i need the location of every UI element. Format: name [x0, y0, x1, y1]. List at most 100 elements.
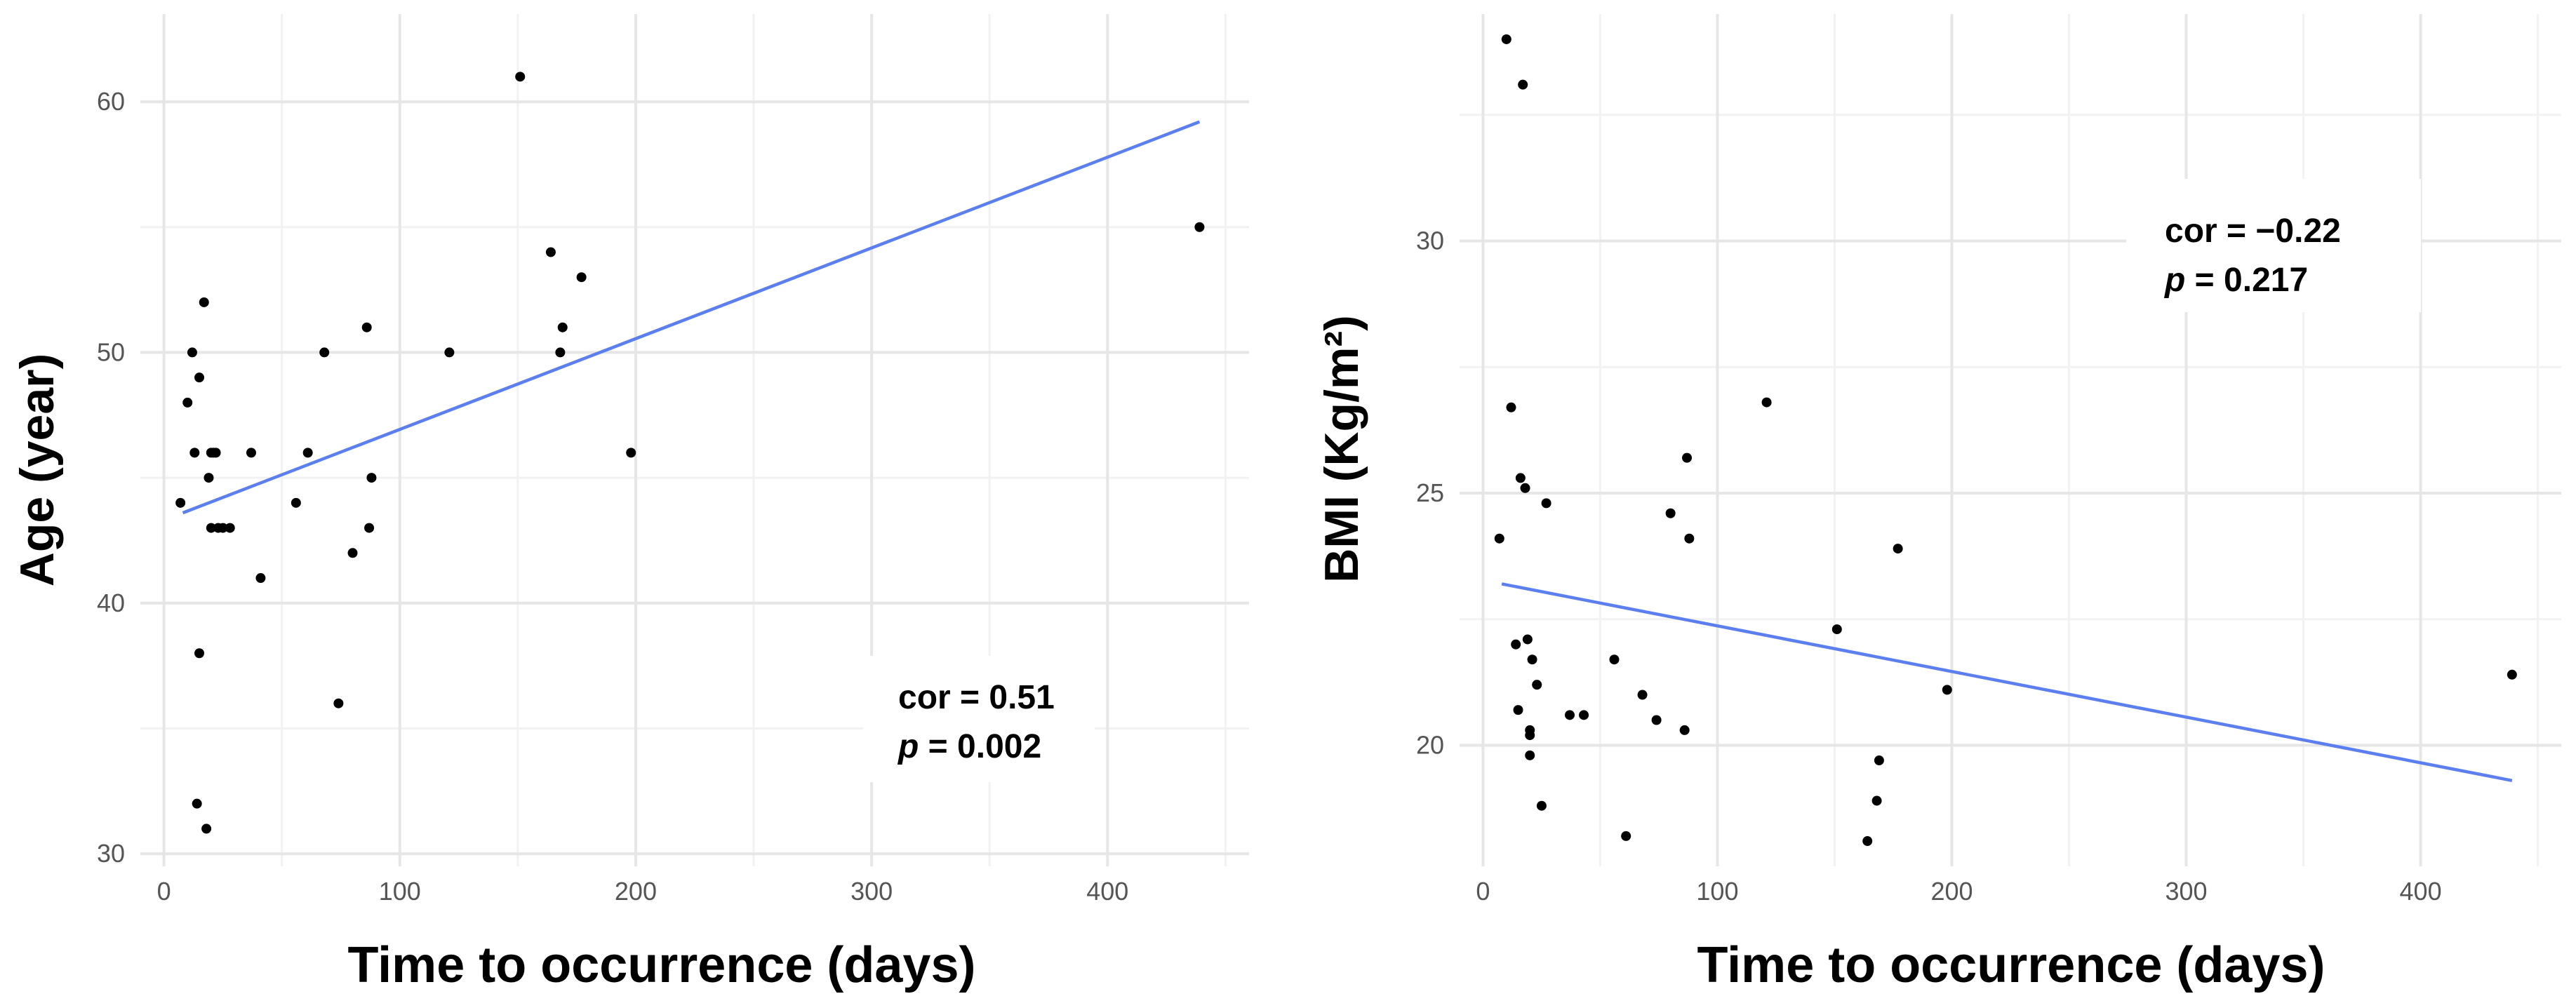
bmi-data-point — [1518, 79, 1528, 90]
bmi-data-point — [1532, 680, 1542, 690]
bmi-data-point — [1527, 654, 1537, 665]
bmi-data-point — [2507, 669, 2517, 680]
age-x-tick-label: 200 — [615, 877, 657, 906]
bmi-y-axis-label: BMI (Kg/m²) — [1315, 315, 1368, 582]
bmi-x-tick-label: 0 — [1476, 877, 1490, 906]
age-scatter-panel: 0 100 200 300 400 30 40 50 60 cor = 0.51 p = 0.0… — [11, 14, 1249, 993]
bmi-data-point — [1862, 836, 1873, 847]
age-data-point — [187, 347, 197, 358]
age-data-point — [361, 322, 372, 332]
bmi-data-point — [1513, 705, 1523, 715]
bmi-data-point — [1494, 533, 1504, 544]
age-y-tick-label: 40 — [97, 589, 125, 617]
bmi-data-point — [1684, 533, 1695, 544]
age-data-point — [255, 573, 266, 584]
bmi-data-point — [1942, 685, 1952, 695]
age-data-point — [302, 448, 313, 458]
bmi-p-value: p = 0.217 — [2163, 262, 2308, 299]
age-data-point — [175, 497, 186, 508]
age-data-point — [557, 322, 568, 332]
age-p-value: p = 0.002 — [897, 728, 1041, 765]
bmi-data-point — [1515, 473, 1526, 483]
bmi-data-point — [1506, 402, 1516, 412]
age-cor-label: cor = 0.51 — [898, 679, 1055, 716]
age-annotation-box — [863, 656, 1095, 782]
age-x-axis-label: Time to occurrence (days) — [348, 937, 976, 993]
bmi-data-point — [1682, 452, 1693, 463]
age-data-point — [211, 448, 221, 458]
age-tick-labels: 0 100 200 300 400 30 40 50 60 — [97, 87, 1128, 906]
age-data-point — [515, 72, 526, 82]
bmi-data-point — [1501, 34, 1511, 44]
age-data-point — [199, 297, 209, 307]
age-data-point — [366, 473, 377, 483]
age-data-point — [1194, 222, 1205, 232]
age-data-point — [218, 523, 228, 533]
age-data-point — [291, 497, 301, 508]
age-data-point — [626, 448, 636, 458]
age-regression-line — [182, 120, 1201, 515]
bmi-data-point — [1679, 725, 1690, 735]
bmi-x-tick-label: 400 — [2400, 877, 2442, 906]
age-data-point — [347, 548, 358, 558]
age-correlation-annotation: cor = 0.51 p = 0.002 — [863, 656, 1095, 782]
age-data-point — [444, 347, 455, 358]
age-y-axis-label: Age (year) — [11, 354, 64, 587]
bmi-data-point — [1609, 654, 1620, 665]
age-y-tick-label: 60 — [97, 87, 125, 116]
bmi-y-tick-label: 25 — [1416, 478, 1444, 507]
age-data-point — [555, 347, 566, 358]
age-x-tick-label: 300 — [850, 877, 893, 906]
bmi-data-point — [1893, 544, 1903, 554]
bmi-data-point — [1565, 710, 1575, 720]
age-gridlines — [140, 14, 1249, 866]
bmi-data-point — [1520, 483, 1530, 493]
bmi-data-point — [1541, 498, 1551, 509]
bmi-data-point — [1831, 624, 1842, 635]
age-data-point — [192, 798, 202, 809]
age-data-points — [175, 72, 1205, 834]
bmi-y-tick-label: 20 — [1416, 730, 1444, 759]
bmi-data-point — [1621, 831, 1631, 841]
bmi-data-point — [1665, 508, 1676, 518]
age-data-point — [364, 523, 375, 533]
bmi-data-point — [1761, 397, 1772, 408]
age-data-point — [203, 473, 214, 483]
age-data-point — [194, 648, 205, 659]
bmi-tick-labels: 0 100 200 300 400 20 25 30 — [1416, 227, 2442, 906]
age-data-point — [206, 523, 216, 533]
bmi-data-point — [1525, 750, 1535, 760]
bmi-data-point — [1579, 710, 1589, 720]
age-data-point — [545, 247, 556, 257]
bmi-x-axis-label: Time to occurrence (days) — [1697, 937, 2325, 993]
bmi-data-points — [1494, 34, 2517, 847]
bmi-data-point — [1536, 800, 1547, 811]
age-data-point — [225, 523, 235, 533]
bmi-data-point — [1871, 795, 1882, 806]
bmi-x-tick-label: 300 — [2165, 877, 2207, 906]
bmi-gridlines — [1460, 14, 2561, 866]
bmi-y-tick-label: 30 — [1416, 227, 1444, 255]
bmi-data-point — [1522, 634, 1533, 645]
age-data-point — [576, 272, 587, 283]
age-x-tick-label: 400 — [1086, 877, 1128, 906]
bmi-cor-label: cor = −0.22 — [2165, 213, 2341, 250]
age-y-tick-label: 30 — [97, 839, 125, 868]
bmi-data-point — [1511, 639, 1521, 650]
age-data-point — [246, 448, 256, 458]
bmi-correlation-annotation: cor = −0.22 p = 0.217 — [2126, 179, 2421, 312]
bmi-data-point — [1651, 715, 1662, 725]
bmi-data-point — [1874, 755, 1884, 766]
age-data-point — [319, 347, 330, 358]
bmi-x-tick-label: 100 — [1696, 877, 1738, 906]
age-y-tick-label: 50 — [97, 337, 125, 366]
age-x-tick-label: 0 — [157, 877, 171, 906]
bmi-x-tick-label: 200 — [1930, 877, 1973, 906]
age-data-point — [201, 824, 212, 834]
bmi-annotation-box — [2126, 179, 2421, 312]
age-data-point — [333, 698, 344, 708]
bmi-data-point — [1637, 690, 1648, 700]
age-data-point — [194, 372, 205, 383]
age-data-point — [189, 448, 200, 458]
